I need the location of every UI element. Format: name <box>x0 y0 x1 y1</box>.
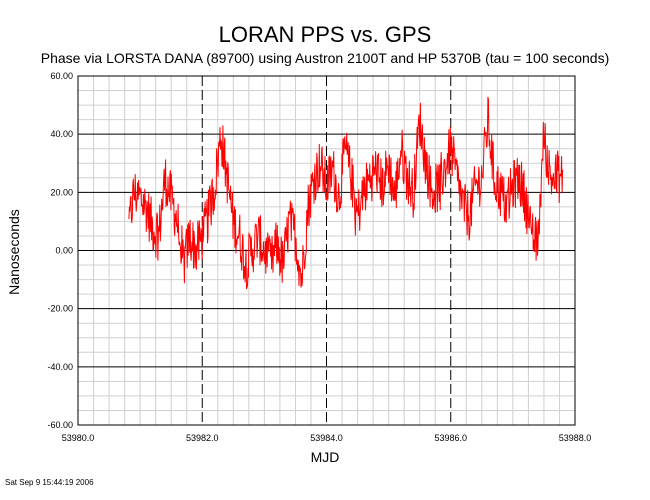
y-tick-label: -40.00 <box>47 362 73 372</box>
x-tick-label: 53986.0 <box>434 433 467 443</box>
x-axis-label: MJD <box>310 449 340 465</box>
y-tick-label: 60.00 <box>50 71 73 81</box>
chart-subtitle: Phase via LORSTA DANA (89700) using Aust… <box>40 50 610 66</box>
x-tick-label: 53988.0 <box>559 433 592 443</box>
timestamp-footer: Sat Sep 9 15:44:19 2006 <box>5 478 94 487</box>
series-line <box>128 96 564 290</box>
plot-frame <box>77 75 576 426</box>
x-tick-labels: 53980.0 53982.0 53984.0 53986.0 53988.0 <box>62 433 592 443</box>
x-tick-label: 53984.0 <box>310 433 343 443</box>
major-gridlines <box>78 76 575 425</box>
chart-title: LORAN PPS vs. GPS <box>218 22 432 47</box>
y-axis-label: Nanoseconds <box>6 209 22 295</box>
y-tick-label: -60.00 <box>47 420 73 430</box>
y-tick-label: 40.00 <box>50 129 73 139</box>
y-tick-label: 20.00 <box>50 187 73 197</box>
y-tick-label: -20.00 <box>47 304 73 314</box>
series-layer <box>128 96 564 290</box>
y-tick-labels: 60.00 40.00 20.00 0.00 -20.00 -40.00 -60.00 <box>47 71 73 430</box>
x-tick-label: 53980.0 <box>62 433 95 443</box>
x-tick-label: 53982.0 <box>186 433 219 443</box>
y-tick-label: 0.00 <box>55 246 73 256</box>
